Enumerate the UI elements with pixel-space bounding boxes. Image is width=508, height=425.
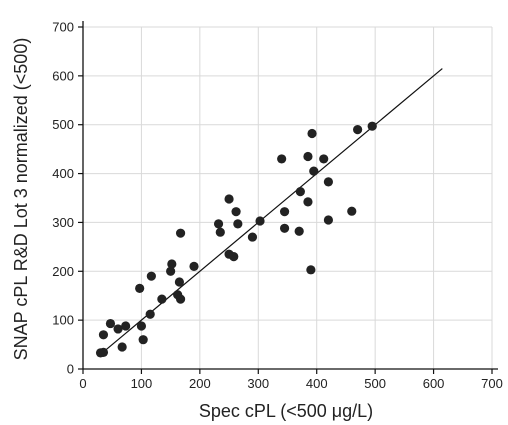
data-point-11 [145, 309, 155, 319]
data-point-31 [279, 207, 290, 217]
data-point-24 [224, 194, 234, 204]
data-point-20 [189, 261, 199, 271]
data-point-21 [213, 219, 224, 229]
y-tick-label-0: 0 [67, 362, 74, 377]
data-point-30 [277, 154, 287, 164]
data-point-10 [138, 335, 148, 345]
data-point-28 [247, 232, 258, 242]
x-tick-label-0: 0 [79, 376, 86, 391]
data-point-2 [98, 347, 109, 357]
data-point-3 [98, 330, 109, 340]
data-point-8 [135, 283, 145, 293]
data-point-35 [303, 151, 313, 162]
data-point-14 [166, 266, 176, 276]
x-tick-label-600: 600 [423, 376, 445, 391]
data-point-7 [121, 321, 131, 331]
y-tick-label-200: 200 [52, 264, 74, 279]
data-point-9 [136, 321, 147, 331]
y-tick-label-100: 100 [52, 313, 74, 328]
data-point-44 [353, 125, 363, 135]
data-point-29 [255, 216, 265, 226]
x-tick-label-300: 300 [247, 376, 269, 391]
data-point-43 [347, 206, 357, 216]
data-point-6 [117, 342, 127, 352]
data-point-4 [105, 318, 116, 329]
data-point-45 [367, 121, 377, 131]
x-tick-label-100: 100 [131, 376, 153, 391]
gridlines [83, 26, 493, 369]
data-points [95, 121, 377, 358]
data-point-22 [215, 227, 225, 237]
data-point-41 [323, 215, 333, 225]
axes [78, 21, 498, 374]
x-tick-label-500: 500 [364, 376, 386, 391]
data-point-36 [303, 197, 313, 207]
x-axis-title: Spec cPL (<500 μg/L) [199, 401, 373, 421]
y-axis-title: SNAP cPL R&D Lot 3 normalized (<500) [11, 38, 31, 361]
data-point-26 [231, 207, 241, 217]
y-tick-label-500: 500 [52, 117, 74, 132]
data-point-18 [175, 294, 186, 304]
data-point-12 [146, 271, 156, 281]
data-point-38 [307, 128, 317, 139]
x-tick-label-200: 200 [189, 376, 211, 391]
y-tick-label-700: 700 [52, 20, 74, 35]
x-tick-label-700: 700 [481, 376, 503, 391]
y-tick-label-600: 600 [52, 68, 74, 83]
data-point-42 [323, 177, 333, 187]
data-point-15 [167, 259, 177, 269]
y-tick-label-300: 300 [52, 215, 74, 230]
x-tick-label-400: 400 [306, 376, 328, 391]
data-point-33 [294, 226, 304, 236]
regression-line-group [100, 68, 443, 355]
data-point-19 [175, 228, 186, 238]
data-point-27 [233, 219, 243, 229]
data-point-32 [279, 223, 290, 233]
regression-line [100, 68, 443, 355]
data-point-25 [229, 252, 239, 262]
data-point-39 [309, 166, 319, 176]
data-point-13 [157, 294, 167, 304]
y-tick-label-400: 400 [52, 166, 74, 181]
data-point-17 [174, 277, 185, 287]
data-point-37 [306, 265, 316, 275]
data-point-40 [319, 154, 329, 164]
data-point-5 [113, 324, 123, 334]
data-point-34 [295, 187, 305, 197]
tick-labels: 0 100 200 300 400 500 600 700 0 100 200 300 400 500 60… [52, 20, 503, 392]
